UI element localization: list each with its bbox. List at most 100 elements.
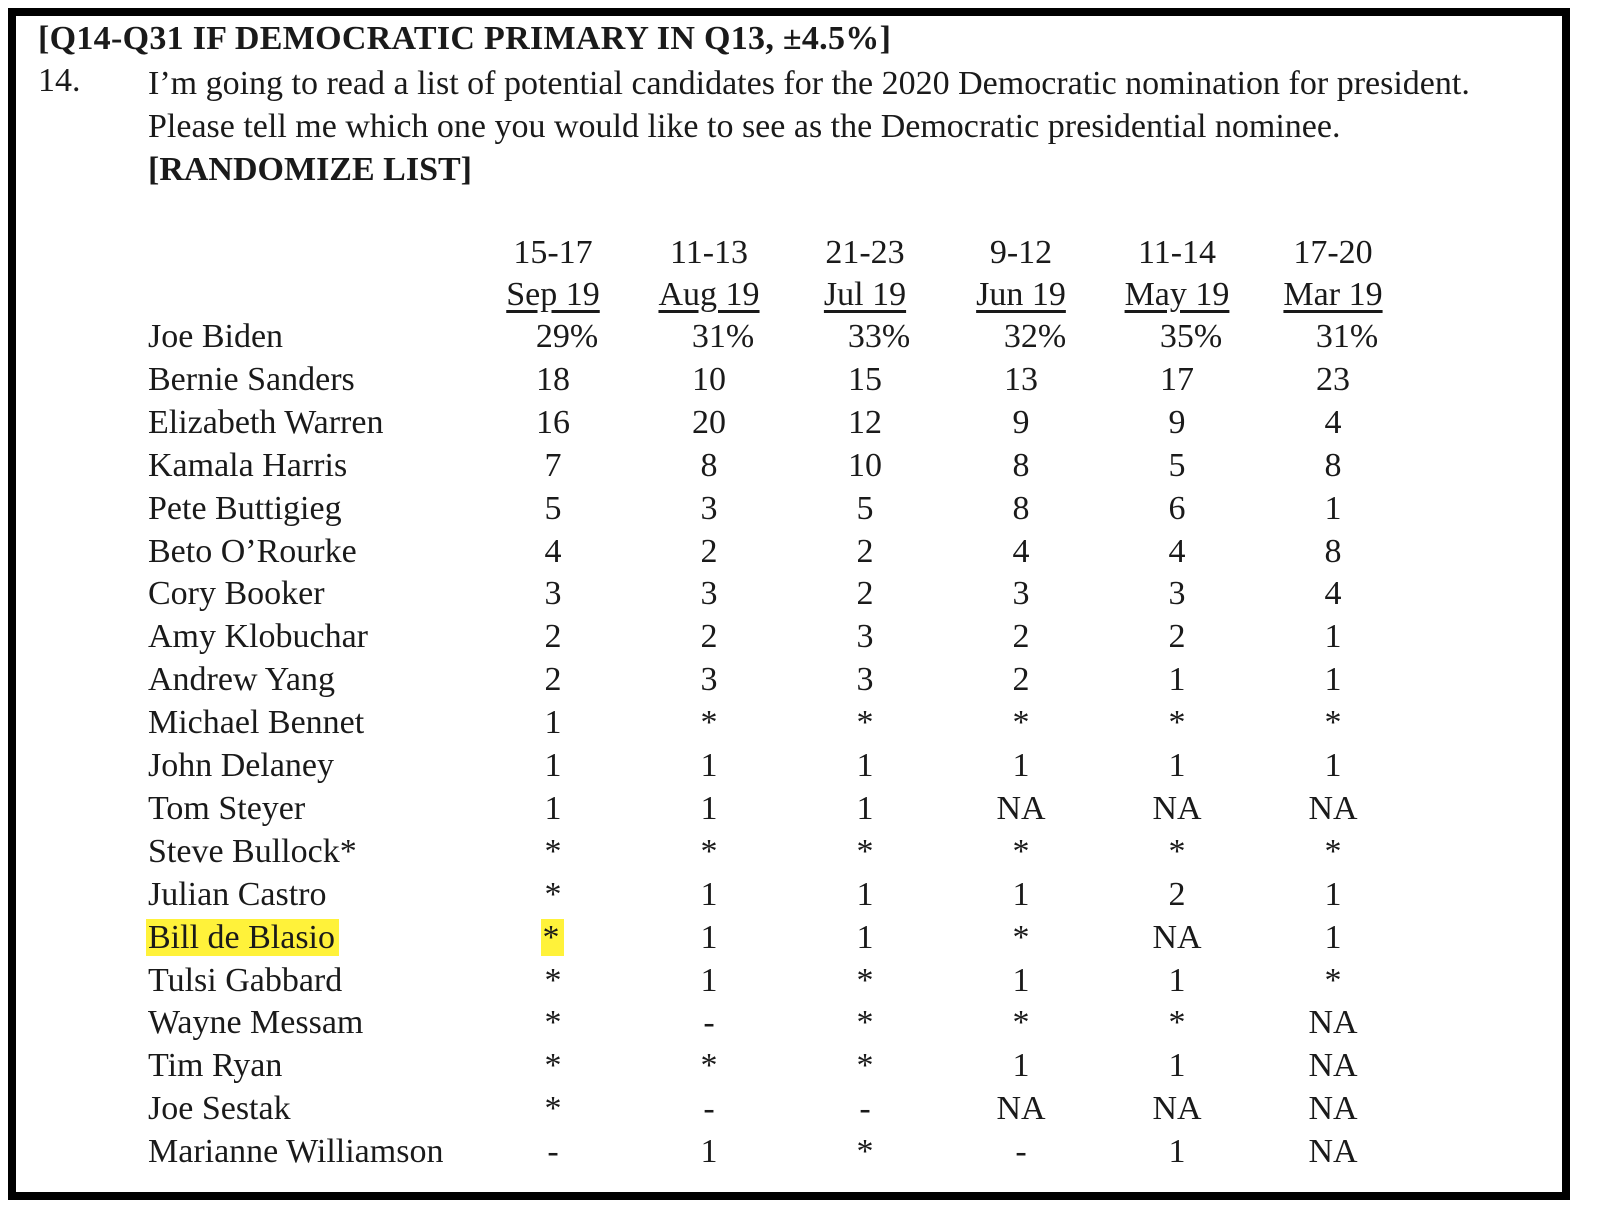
table-row: Michael Bennet 1 * * * * * (0, 704, 1600, 747)
column-header-days: 15-17 (513, 234, 593, 271)
poll-value: NA (1152, 1090, 1202, 1128)
poll-value: 12 (848, 403, 882, 441)
column-header: 9-12 Jun 19 (951, 232, 1091, 316)
table-row: Pete Buttigieg 5 3 5 8 6 1 (0, 490, 1600, 533)
column-header-month: May 19 (1124, 276, 1230, 313)
candidate-name: Marianne Williamson (148, 1133, 444, 1171)
poll-value: 1 (1324, 747, 1342, 784)
candidate-name: Andrew Yang (148, 661, 335, 699)
poll-value: 2 (1168, 875, 1186, 913)
poll-value: 4 (1324, 575, 1342, 613)
poll-value: 32% (1003, 318, 1067, 355)
candidate-name: Joe Biden (148, 318, 284, 355)
poll-value: 8 (1012, 446, 1030, 484)
question-text: I’m going to read a list of potential ca… (148, 62, 1508, 191)
candidate-name: Pete Buttigieg (148, 489, 342, 527)
poll-value: NA (1308, 1047, 1358, 1085)
poll-value: 2 (700, 618, 718, 656)
poll-value: * (856, 961, 874, 999)
poll-value: * (1012, 832, 1030, 870)
poll-value: * (544, 1004, 562, 1042)
poll-value: 1 (1324, 918, 1342, 956)
table-row: Amy Klobuchar 2 2 3 2 2 1 (0, 618, 1600, 661)
poll-value: 2 (1012, 661, 1030, 699)
column-header-days: 9-12 (989, 234, 1053, 271)
poll-value: 3 (700, 575, 718, 613)
table-row: Tom Steyer 1 1 1 NA NA NA (0, 790, 1600, 833)
poll-value: NA (1152, 789, 1202, 827)
poll-value: 1 (544, 789, 562, 827)
poll-value: * (700, 1047, 718, 1085)
table-row: Beto O’Rourke 4 2 2 4 4 8 (0, 533, 1600, 576)
poll-value: 1 (1168, 961, 1186, 999)
poll-value: 1 (544, 747, 562, 784)
poll-value: 33% (847, 318, 911, 355)
poll-value: 2 (856, 532, 874, 570)
poll-value: 2 (856, 575, 874, 613)
poll-value: 10 (848, 446, 882, 484)
poll-value: 3 (1168, 575, 1186, 613)
poll-value: 1 (1012, 747, 1030, 784)
candidate-name: Tulsi Gabbard (148, 961, 343, 999)
poll-value: * (1168, 1004, 1186, 1042)
table-row: Julian Castro * 1 1 1 2 1 (0, 876, 1600, 919)
poll-value: * (856, 1133, 874, 1171)
poll-value: 1 (700, 961, 718, 999)
column-header-month: Sep 19 (506, 276, 600, 313)
poll-value: 3 (856, 618, 874, 656)
poll-value: 8 (1324, 446, 1342, 484)
poll-value: NA (1308, 1090, 1358, 1128)
poll-value: * (856, 704, 874, 742)
poll-value: NA (1152, 918, 1202, 956)
poll-value: 13 (1004, 360, 1038, 398)
column-header-days: 11-13 (669, 234, 749, 271)
column-header-days: 11-14 (1137, 234, 1217, 271)
candidate-name: Michael Bennet (148, 704, 365, 742)
poll-value: 10 (692, 360, 726, 398)
poll-value: 8 (1012, 489, 1030, 527)
poll-value: 16 (536, 403, 570, 441)
column-header-month: Jun 19 (976, 276, 1066, 313)
poll-value: 2 (1012, 618, 1030, 656)
poll-value: 5 (544, 489, 562, 527)
poll-value: 8 (1324, 532, 1342, 570)
poll-value: 7 (544, 446, 562, 484)
candidate-name: Kamala Harris (148, 446, 348, 484)
poll-value: * (1324, 704, 1342, 742)
poll-value: 1 (1324, 618, 1342, 656)
poll-value: * (544, 1047, 562, 1085)
poll-value: 1 (700, 747, 718, 784)
poll-value: * (856, 1004, 874, 1042)
table-row: Tim Ryan * * * 1 1 NA (0, 1047, 1600, 1090)
poll-value: 1 (1168, 1133, 1186, 1171)
poll-value: 1 (1324, 489, 1342, 527)
poll-value: 2 (544, 618, 562, 656)
poll-value: 1 (856, 875, 874, 913)
poll-value: * (700, 704, 718, 742)
poll-value: * (1012, 704, 1030, 742)
candidate-name: Bernie Sanders (148, 360, 355, 398)
poll-value: * (856, 1047, 874, 1085)
candidate-name: John Delaney (148, 747, 335, 784)
poll-value: 1 (1012, 875, 1030, 913)
poll-value: * (700, 832, 718, 870)
table-row: Tulsi Gabbard * 1 * 1 1 * (0, 962, 1600, 1005)
poll-value: * (1168, 832, 1186, 870)
poll-value: 3 (1012, 575, 1030, 613)
poll-value: * (856, 832, 874, 870)
poll-value: 1 (700, 1133, 718, 1171)
poll-value: 1 (1012, 961, 1030, 999)
poll-value: 4 (544, 532, 562, 570)
poll-value: NA (1308, 1133, 1358, 1171)
poll-value: 2 (544, 661, 562, 699)
poll-value: 3 (856, 661, 874, 699)
candidate-name: Steve Bullock* (148, 832, 357, 870)
candidate-name: Elizabeth Warren (148, 403, 384, 441)
poll-value: 35% (1159, 318, 1223, 355)
column-header: 11-13 Aug 19 (639, 232, 779, 316)
poll-value: 1 (1168, 1047, 1186, 1085)
poll-value: * (544, 961, 562, 999)
poll-value: 5 (856, 489, 874, 527)
poll-value: 3 (700, 489, 718, 527)
poll-value: 23 (1316, 360, 1350, 398)
